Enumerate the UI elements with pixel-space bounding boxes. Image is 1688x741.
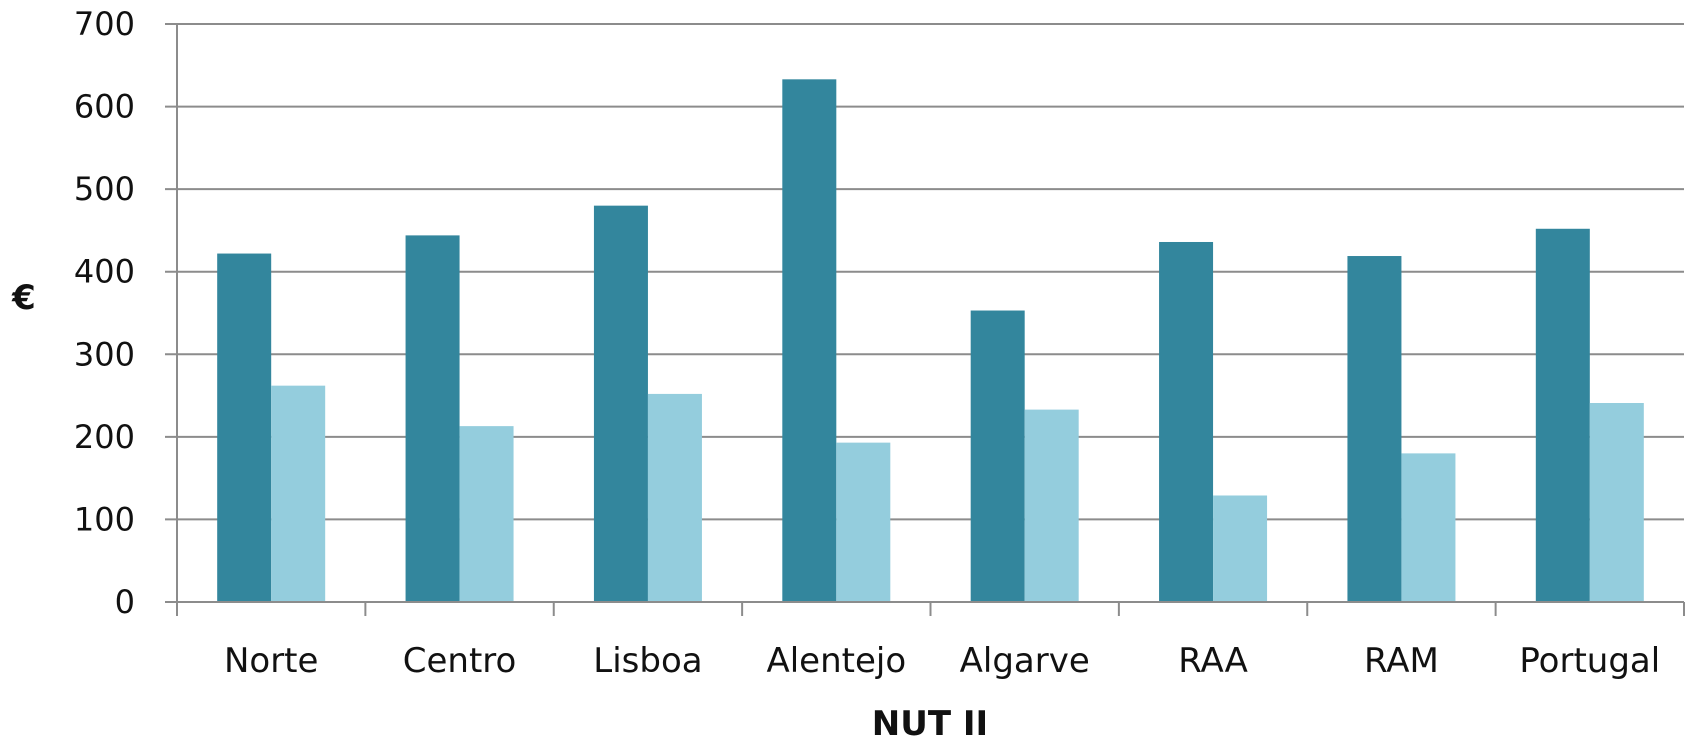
bars	[217, 79, 1644, 602]
bar-norte-series-2	[271, 385, 326, 602]
y-tick-label: 500	[74, 170, 135, 208]
bar-portugal-series-1	[1535, 228, 1590, 602]
y-tick-labels: 0 100 200 300 400 500 600 700	[74, 5, 135, 621]
axes	[165, 24, 1685, 616]
bar-algarve-series-2	[1024, 409, 1079, 602]
y-tick-label: 600	[74, 88, 135, 126]
x-category-label: Portugal	[1519, 641, 1660, 681]
bar-centro-series-1	[405, 235, 460, 602]
x-category-label: Alentejo	[766, 641, 906, 681]
y-tick-label: 100	[74, 500, 135, 538]
bar-alentejo-series-2	[836, 442, 891, 602]
bar-lisboa-series-1	[593, 205, 648, 602]
bar-lisboa-series-2	[647, 393, 702, 602]
y-axis-title: €	[11, 278, 36, 318]
bar-algarve-series-1	[970, 310, 1025, 602]
x-category-label: Centro	[403, 641, 517, 681]
bar-centro-series-2	[459, 426, 514, 602]
y-tick-label: 700	[74, 5, 135, 43]
x-axis-title: NUT II	[872, 704, 988, 741]
bar-raa-series-1	[1159, 241, 1214, 602]
x-category-label: Norte	[224, 641, 318, 681]
bar-raa-series-2	[1213, 495, 1268, 602]
bar-norte-series-1	[217, 253, 272, 602]
x-category-label: RAM	[1364, 641, 1439, 681]
y-tick-label: 300	[74, 335, 135, 373]
grid-lines	[165, 23, 1684, 521]
bar-ram-series-2	[1401, 453, 1456, 602]
x-category-labels: Norte Centro Lisboa Alentejo Algarve RAA RAM Po…	[224, 641, 1660, 681]
y-tick-label: 200	[74, 418, 135, 456]
x-category-label: RAA	[1178, 641, 1248, 681]
bar-portugal-series-2	[1589, 403, 1644, 602]
x-category-label: Algarve	[960, 641, 1090, 681]
y-tick-label: 400	[74, 253, 135, 291]
y-tick-label: 0	[115, 583, 135, 621]
x-category-label: Lisboa	[593, 641, 702, 681]
bar-alentejo-series-1	[782, 79, 837, 602]
bar-ram-series-1	[1347, 256, 1402, 602]
